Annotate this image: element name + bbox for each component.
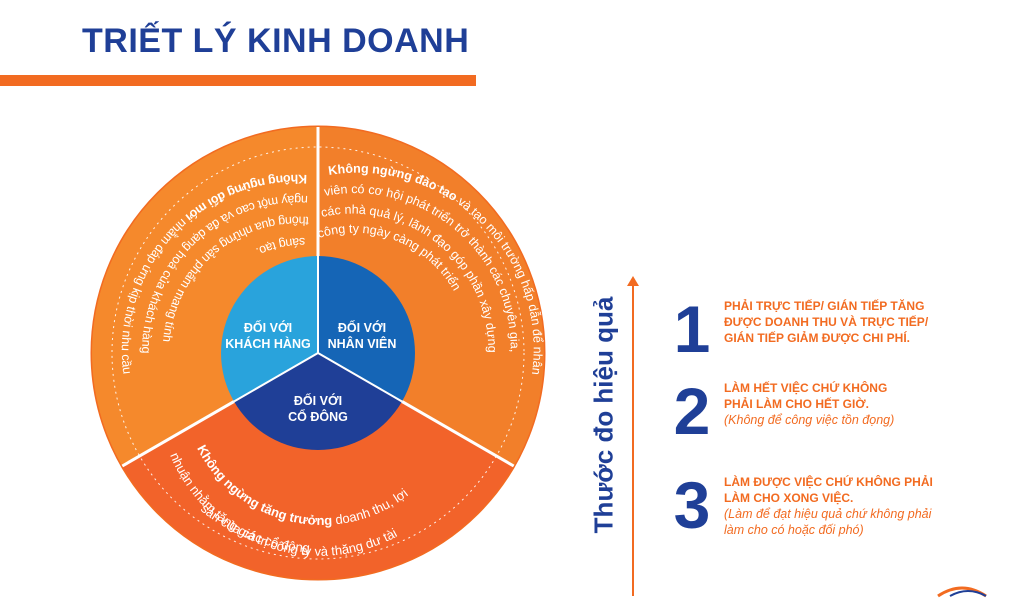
inner-label-employees-line2: NHÂN VIÊN [328, 336, 397, 351]
inner-divider-left [233, 352, 319, 403]
inner-segment-customers [221, 256, 318, 402]
measure-axis-label: Thước đo hiệu quả [588, 296, 619, 534]
measure-number: 3 [673, 468, 711, 542]
measure-text-line: ĐƯỢC DOANH THU VÀ TRỰC TIẾP/ [724, 315, 929, 329]
title-underline [0, 75, 476, 86]
outer-ring-dashed [111, 146, 525, 560]
measure-text-line: PHẢI TRỰC TIẾP/ GIÁN TIẾP TĂNG [724, 299, 925, 313]
measure-item-2: 2 LÀM HẾT VIỆC CHỨ KHÔNG PHẢI LÀM CHO HẾ… [664, 378, 994, 468]
inner-segment-shareholders [234, 353, 402, 450]
page-title: TRIẾT LÝ KINH DOANH [82, 22, 470, 60]
inner-label-shareholders-line2: CỔ ĐÔNG [288, 409, 348, 424]
measure-axis-line [632, 282, 634, 596]
measure-number: 1 [673, 292, 711, 366]
inner-label-customers-line2: KHÁCH HÀNG [225, 336, 310, 351]
measure-item-3: 3 LÀM ĐƯỢC VIỆC CHỨ KHÔNG PHẢI LÀM CHO X… [664, 472, 994, 562]
inner-circle [221, 256, 415, 450]
corner-swoosh-decoration [937, 586, 987, 598]
business-philosophy-wheel: Không ngừng đổi mới nhằm đáp ứng kịp thờ… [90, 125, 546, 581]
outer-segment-shareholders [122, 353, 514, 579]
inner-label-customers-line1: ĐỐI VỚI [244, 320, 292, 335]
measure-number: 2 [673, 374, 711, 448]
measure-note: (Làm để đạt hiệu quả chứ không phải làm … [724, 507, 932, 537]
inner-divider-right [317, 352, 403, 403]
measure-text-line: LÀM CHO XONG VIỆC. [724, 491, 854, 505]
measure-text-line: LÀM ĐƯỢC VIỆC CHỨ KHÔNG PHẢI [724, 475, 933, 489]
inner-label-shareholders-line1: ĐỐI VỚI [294, 393, 342, 408]
measure-text-line: PHẢI LÀM CHO HẾT GIỜ. [724, 397, 869, 411]
arrow-up-icon [627, 276, 639, 286]
measure-text-line: GIÁN TIẾP GIẢM ĐƯỢC CHI PHÍ. [724, 331, 910, 345]
inner-label-employees-line1: ĐỐI VỚI [338, 320, 386, 335]
measure-note: (Không để công việc tồn đọng) [724, 413, 895, 427]
inner-segment-employees [318, 256, 415, 402]
measure-item-1: 1 PHẢI TRỰC TIẾP/ GIÁN TIẾP TĂNG ĐƯỢC DO… [664, 296, 994, 386]
measure-text-line: LÀM HẾT VIỆC CHỨ KHÔNG [724, 381, 888, 395]
